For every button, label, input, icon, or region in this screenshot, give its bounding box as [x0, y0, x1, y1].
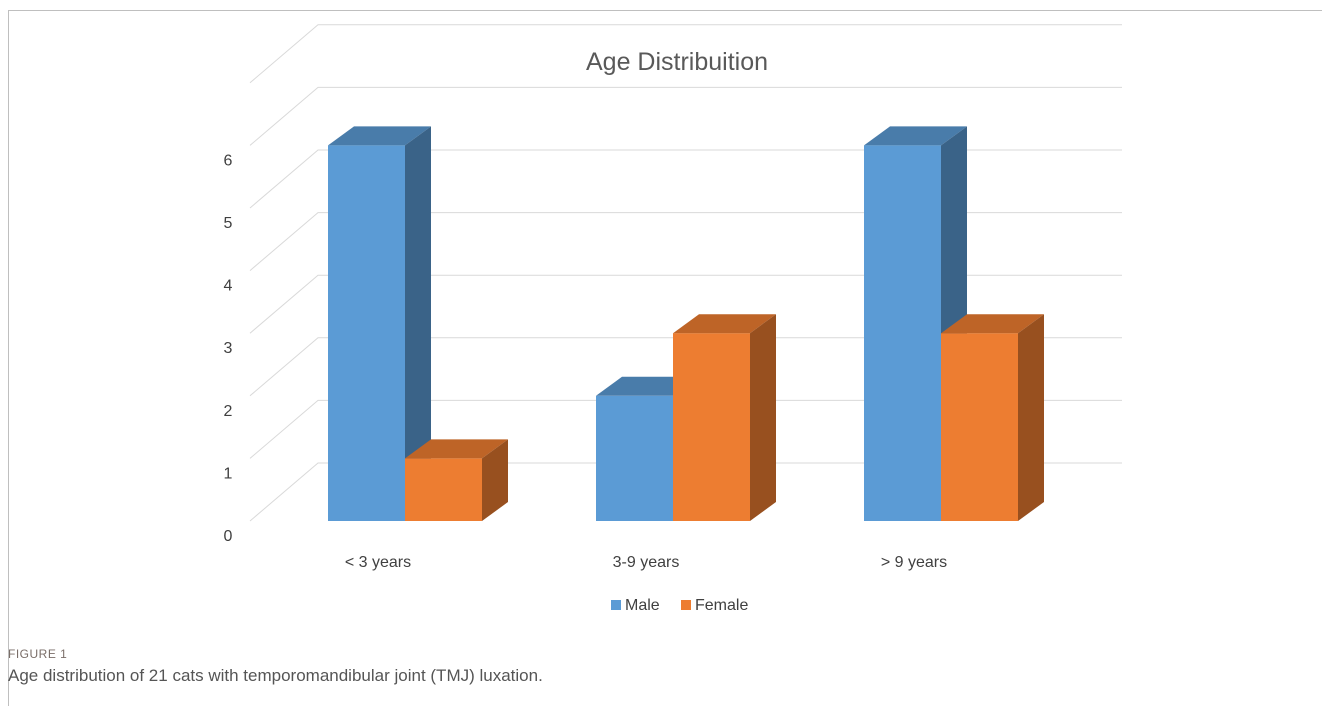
bar-female-1 — [673, 314, 776, 521]
gridline — [249, 86, 1122, 146]
figure-label: FIGURE 1 — [8, 647, 68, 661]
gridline — [249, 337, 1122, 397]
gridline — [249, 462, 1122, 522]
legend: Male Female — [611, 597, 748, 614]
gridline — [249, 149, 1122, 209]
legend-item-female: Female — [681, 597, 748, 614]
legend-label: Male — [625, 597, 660, 614]
bars — [328, 126, 1044, 522]
gridline — [249, 274, 1122, 334]
y-tick-label: 1 — [224, 465, 233, 482]
figure-caption: Age distribution of 21 cats with temporo… — [8, 666, 543, 685]
bar-chart: Age Distribuition 0 1 2 3 4 5 6 < 3 years 3-9 y… — [224, 24, 1122, 614]
y-tick-label: 0 — [224, 528, 233, 545]
gridline — [249, 212, 1122, 271]
bar-female-2 — [941, 314, 1044, 521]
figure-frame-top — [8, 10, 1322, 11]
chart-title: Age Distribuition — [586, 48, 768, 76]
bar-male-0 — [328, 126, 431, 522]
bar-female-0 — [405, 439, 508, 521]
y-tick-label: 2 — [224, 403, 233, 420]
x-axis-ticks: < 3 years 3-9 years > 9 years — [345, 554, 947, 571]
legend-label: Female — [695, 597, 748, 614]
x-tick-label: < 3 years — [345, 554, 411, 571]
y-axis-ticks: 0 1 2 3 4 5 6 — [224, 152, 233, 545]
legend-item-male: Male — [611, 597, 660, 614]
y-tick-label: 4 — [224, 278, 233, 295]
y-tick-label: 6 — [224, 152, 233, 169]
gridline — [249, 24, 1122, 84]
gridline — [249, 399, 1122, 459]
gridlines — [249, 24, 1122, 522]
y-tick-label: 3 — [224, 340, 233, 357]
x-tick-label: 3-9 years — [613, 554, 680, 571]
x-tick-label: > 9 years — [881, 554, 947, 571]
y-tick-label: 5 — [224, 215, 233, 232]
figure-frame-left — [8, 10, 9, 706]
